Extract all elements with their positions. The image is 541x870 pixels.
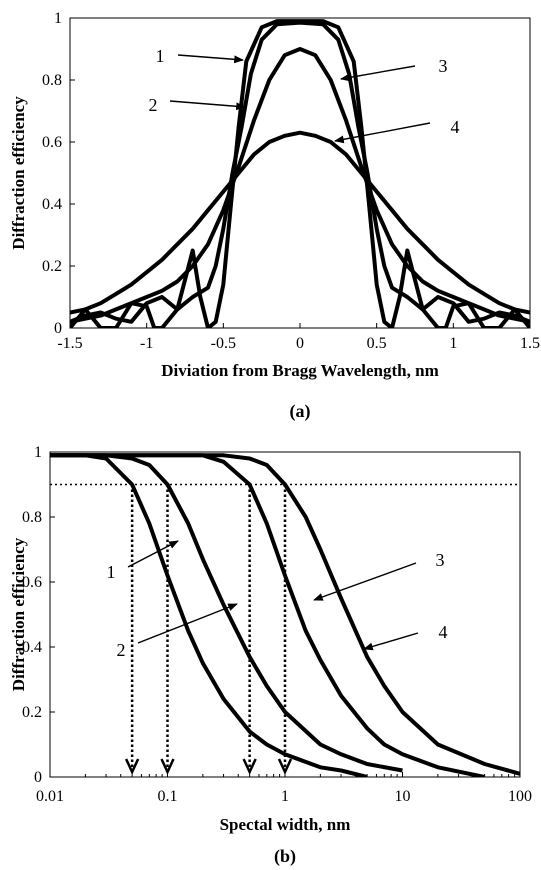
panel-a-arrow-3 xyxy=(340,65,416,82)
panel-a-series-1-line xyxy=(70,19,530,328)
panel-b-arrow-2 xyxy=(137,603,238,644)
panel-b-x-tick-label: 1 xyxy=(281,788,289,805)
panel-b-arrow-3 xyxy=(313,562,417,601)
panel-a-y-tick-label: 1 xyxy=(54,10,62,27)
panel-b-series-4-line xyxy=(50,453,520,776)
panel-b-series-2-line xyxy=(50,453,403,773)
panel-a-y-tick-label: 0 xyxy=(54,320,62,337)
panel-a-x-tick-label: -0.5 xyxy=(211,335,236,352)
panel-a-caption: (a) xyxy=(290,401,311,422)
panel-a-x-tick-label: -1.5 xyxy=(57,335,82,352)
panel-b-curve-label-2: 2 xyxy=(117,640,126,660)
panel-b-curve-label-4: 4 xyxy=(439,622,448,642)
panel-b-series-3-line xyxy=(50,453,486,777)
panel-a-curve-label-3: 3 xyxy=(439,56,448,76)
panel-a-series-4-line xyxy=(70,130,530,315)
panel-a-plot-frame xyxy=(69,17,531,329)
panel-b-y-axis-label: Diffraction efficiency xyxy=(9,537,28,691)
panel-a-arrow-1 xyxy=(177,54,244,64)
panel-b-x-tick-label: 0.1 xyxy=(158,788,178,805)
panel-b-x-axis-label: Spectal width, nm xyxy=(220,815,351,834)
panel-b-arrow-1 xyxy=(127,540,179,568)
panel-b-x-tick-label: 10 xyxy=(395,788,411,805)
panel-b-x-tick-label: 100 xyxy=(508,788,532,805)
panel-b-y-tick-label: 1 xyxy=(34,444,42,461)
panel-a-series-2-line xyxy=(70,20,530,324)
panel-b-y-tick-label: 0 xyxy=(34,769,42,786)
panel-a-x-tick-label: 0.5 xyxy=(367,335,387,352)
panel-a-x-axis-label: Diviation from Bragg Wavelength, nm xyxy=(161,361,439,380)
panel-b-chart: 0.01 0.1 1 10 100 0 0.2 0.4 0.6 0.8 1 Spectal width… xyxy=(9,444,532,867)
panel-a-y-tick-label: 0.4 xyxy=(42,196,62,213)
panel-b-y-tick-label: 0.4 xyxy=(22,639,42,656)
panel-b-curve-label-3: 3 xyxy=(436,550,445,570)
panel-a-arrow-4 xyxy=(334,122,431,144)
panel-a-series-3-line xyxy=(70,47,530,324)
panel-b-arrow-4 xyxy=(363,632,419,651)
panel-b-series-1-line xyxy=(50,453,368,777)
panel-b-width-marker-arrowhead xyxy=(124,758,140,775)
panel-b-caption: (b) xyxy=(274,846,296,867)
panel-a-y-tick-label: 0.2 xyxy=(42,258,62,275)
panel-a-x-tick-label: -1 xyxy=(140,335,153,352)
panel-a-y-tick-label: 0.6 xyxy=(42,134,62,151)
panel-a-x-tick-label: 1.5 xyxy=(520,335,540,352)
panel-a-x-tick-label: 0 xyxy=(296,335,304,352)
panel-b-x-tick-label: 0.01 xyxy=(36,788,64,805)
panel-b-y-tick-label: 0.2 xyxy=(22,704,42,721)
panel-b-curve-label-1: 1 xyxy=(107,562,116,582)
panel-a-curve-label-2: 2 xyxy=(149,95,158,115)
panel-a-arrow-2 xyxy=(169,100,246,111)
panel-b-width-marker-arrowhead xyxy=(277,758,293,775)
panel-a-x-tick-label: 1 xyxy=(449,335,457,352)
panel-a-curve-label-4: 4 xyxy=(451,117,460,137)
panel-a-curve-label-1: 1 xyxy=(156,46,165,66)
panel-b-width-marker-arrowhead xyxy=(160,758,175,775)
panel-b-y-tick-label: 0.8 xyxy=(22,509,42,526)
panel-b-y-tick-label: 0.6 xyxy=(22,574,42,591)
panel-a-y-axis-label: Diffraction efficiency xyxy=(9,96,28,250)
panel-b-width-marker-arrowhead xyxy=(242,758,257,775)
panel-a-chart: -1.5 -1 -0.5 0 0.5 1 1.5 0 0.2 0.4 0.6 0.8 1 Diviatio… xyxy=(9,10,540,422)
panel-a-y-tick-label: 0.8 xyxy=(42,72,62,89)
